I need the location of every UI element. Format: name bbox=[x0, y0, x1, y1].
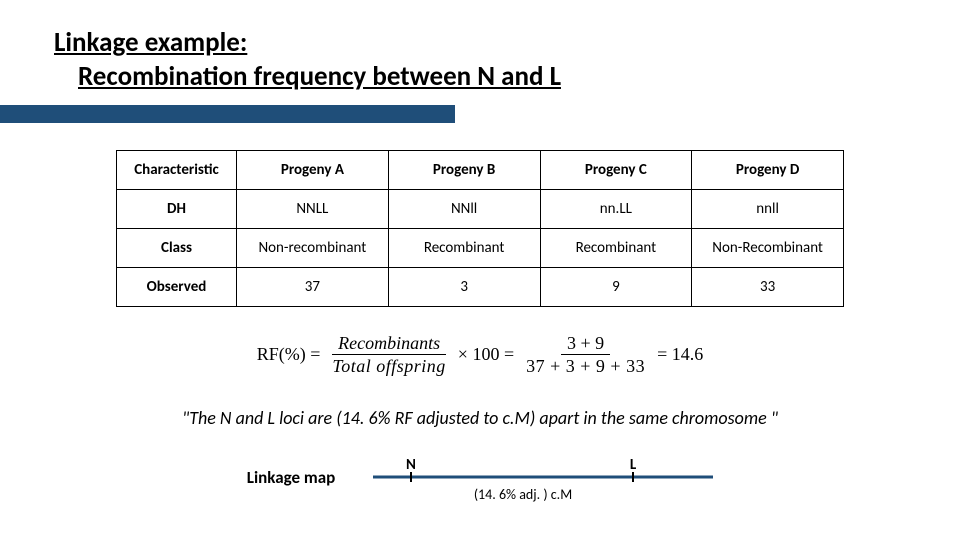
cell: 3 bbox=[388, 267, 540, 306]
table-header-row: Characteristic Progeny A Progeny B Proge… bbox=[117, 150, 844, 189]
row-label-observed: Observed bbox=[117, 267, 237, 306]
linkage-map-label: Linkage map bbox=[247, 457, 335, 488]
table-row: Class Non-recombinant Recombinant Recomb… bbox=[117, 228, 844, 267]
cell: NNLL bbox=[237, 189, 389, 228]
formula-rhs: = 14.6 bbox=[657, 344, 703, 365]
row-label-class: Class bbox=[117, 228, 237, 267]
locus-left-label: N bbox=[406, 457, 416, 474]
cell: Recombinant bbox=[540, 228, 692, 267]
frac2-denominator: 37 + 3 + 9 + 33 bbox=[520, 355, 651, 377]
conclusion-quote: "The N and L loci are (14. 6% RF adjuste… bbox=[54, 407, 906, 429]
formula-fraction-2: 3 + 9 37 + 3 + 9 + 33 bbox=[520, 333, 651, 377]
linkage-map-diagram: N L (14. 6% adj. ) c.M bbox=[373, 457, 713, 503]
col-progeny-a: Progeny A bbox=[237, 150, 389, 189]
frac1-numerator: Recombinants bbox=[332, 333, 446, 356]
linkage-map: Linkage map N L (14. 6% adj. ) c.M bbox=[54, 457, 906, 503]
cell: 9 bbox=[540, 267, 692, 306]
accent-bar bbox=[0, 105, 455, 123]
cell: nn.LL bbox=[540, 189, 692, 228]
locus-right-label: L bbox=[630, 457, 637, 474]
col-characteristic: Characteristic bbox=[117, 150, 237, 189]
cell: Non-Recombinant bbox=[692, 228, 844, 267]
distance-label: (14. 6% adj. ) c.M bbox=[474, 486, 572, 503]
col-progeny-c: Progeny C bbox=[540, 150, 692, 189]
formula-mid: × 100 = bbox=[458, 344, 514, 365]
table-row: DH NNLL NNll nn.LL nnll bbox=[117, 189, 844, 228]
cell: Recombinant bbox=[388, 228, 540, 267]
formula-lhs: RF(%) = bbox=[257, 344, 321, 365]
cell: 33 bbox=[692, 267, 844, 306]
progeny-table: Characteristic Progeny A Progeny B Proge… bbox=[116, 150, 844, 307]
cell: NNll bbox=[388, 189, 540, 228]
cell: Non-recombinant bbox=[237, 228, 389, 267]
cell: nnll bbox=[692, 189, 844, 228]
table-row: Observed 37 3 9 33 bbox=[117, 267, 844, 306]
col-progeny-b: Progeny B bbox=[388, 150, 540, 189]
col-progeny-d: Progeny D bbox=[692, 150, 844, 189]
frac1-denominator: Total offspring bbox=[326, 355, 451, 377]
cell: 37 bbox=[237, 267, 389, 306]
formula-fraction-1: Recombinants Total offspring bbox=[326, 333, 451, 377]
slide-title: Linkage example: Recombination frequency… bbox=[54, 26, 906, 94]
title-line-1: Linkage example: bbox=[54, 26, 906, 60]
row-label-dh: DH bbox=[117, 189, 237, 228]
frac2-numerator: 3 + 9 bbox=[561, 333, 610, 356]
title-line-2: Recombination frequency between N and L bbox=[54, 60, 906, 94]
rf-formula: RF(%) = Recombinants Total offspring × 1… bbox=[54, 333, 906, 377]
